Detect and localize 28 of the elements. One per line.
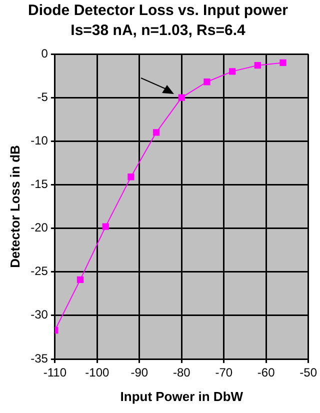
y-tick-label: -25: [30, 264, 48, 278]
point: [128, 174, 134, 180]
point: [178, 94, 185, 101]
point: [228, 68, 236, 75]
point: [76, 276, 84, 284]
y-axis-title: Detector Loss in dB: [7, 145, 22, 268]
y-tick-label: -5: [37, 90, 48, 104]
y-tick-label: -30: [30, 308, 48, 322]
x-tick-label: -80: [172, 366, 191, 380]
x-tick-label: -70: [215, 366, 233, 380]
y-tick-label: -35: [30, 351, 48, 366]
y-tick-label: -20: [30, 220, 48, 235]
x-tick-label: -100: [85, 366, 110, 380]
x-tick-label: -60: [257, 366, 276, 380]
x-tick-label: -110: [43, 366, 67, 380]
point: [254, 62, 261, 69]
y-tick-label: -10: [30, 133, 48, 148]
y-tick-label: -15: [30, 177, 48, 192]
point: [152, 129, 160, 136]
chart-title: Diode Detector Loss vs. Input power: [28, 2, 288, 20]
point: [102, 223, 109, 230]
y-tick-label: 0: [41, 46, 48, 60]
chart-subtitle: Is=38 nA, n=1.03, Rs=6.4: [70, 22, 246, 40]
point: [204, 78, 210, 86]
x-tick-label: -50: [300, 366, 318, 380]
x-tick-label: -90: [130, 366, 148, 380]
x-axis-title: Input Power in DbW: [120, 388, 244, 404]
point: [280, 59, 286, 66]
